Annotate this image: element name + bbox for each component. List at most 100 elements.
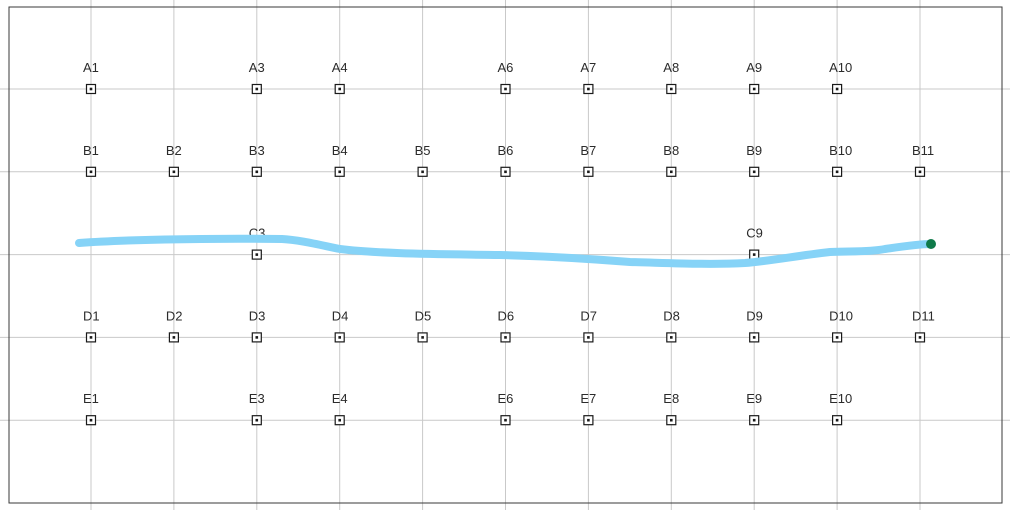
grid-point-e7[interactable]: E7	[580, 391, 596, 426]
grid-point-center-icon	[89, 170, 93, 174]
grid-point-center-icon	[89, 336, 93, 339]
grid-point-a7[interactable]: A7	[580, 60, 596, 95]
grid-point-b3[interactable]: B3	[249, 143, 265, 177]
grid-point-center-icon	[918, 336, 922, 339]
grid-point-d11[interactable]: D11	[912, 308, 935, 343]
grid-point-d3[interactable]: D3	[249, 308, 266, 343]
grid-point-label: D2	[166, 308, 183, 323]
diagram-frame	[8, 6, 1003, 504]
grid-point-e10[interactable]: E10	[829, 391, 852, 426]
grid-point-center-icon	[670, 418, 673, 422]
grid-point-center-icon	[338, 418, 341, 422]
grid-point-b11[interactable]: B11	[912, 143, 934, 177]
grid-point-a10[interactable]: A10	[829, 60, 852, 95]
grid-point-center-icon	[255, 253, 259, 256]
stroke-end-handle[interactable]	[926, 239, 936, 249]
grid-point-center-icon	[504, 170, 507, 174]
grid-point-label: E8	[663, 391, 679, 406]
grid-points: A1 A3 A4 A6 A7 A8 A9 A10 B1 B2 B3 B4 B5 B6 B7 B8 B9 B10 B1…	[83, 60, 935, 426]
grid-point-e3[interactable]: E3	[249, 391, 265, 426]
grid-point-center-icon	[752, 87, 756, 91]
grid-point-label: B3	[249, 143, 265, 158]
grid-point-label: D7	[580, 308, 597, 323]
grid-point-center-icon	[752, 418, 756, 422]
grid-point-b6[interactable]: B6	[498, 143, 514, 177]
grid-point-e4[interactable]: E4	[332, 391, 348, 426]
grid-point-b2[interactable]: B2	[166, 143, 182, 177]
grid-point-center-icon	[835, 170, 839, 174]
grid-point-b7[interactable]: B7	[580, 143, 596, 177]
grid-point-label: B4	[332, 143, 348, 158]
grid-point-label: A3	[249, 60, 265, 75]
grid-point-e9[interactable]: E9	[746, 391, 762, 426]
grid-point-d1[interactable]: D1	[83, 308, 100, 343]
grid-point-label: B11	[912, 143, 934, 158]
grid-point-label: D5	[415, 308, 432, 323]
grid-point-center-icon	[89, 418, 93, 422]
grid-point-a8[interactable]: A8	[663, 60, 679, 95]
grid-point-e8[interactable]: E8	[663, 391, 679, 426]
grid-point-label: D10	[829, 308, 853, 323]
grid-point-d5[interactable]: D5	[415, 308, 432, 343]
grid-point-d6[interactable]: D6	[498, 308, 515, 343]
grid-point-d9[interactable]: D9	[746, 308, 763, 343]
grid-point-a3[interactable]: A3	[249, 60, 265, 95]
grid-point-label: B1	[83, 143, 99, 158]
grid-point-a1[interactable]: A1	[83, 60, 99, 95]
grid-point-e1[interactable]: E1	[83, 391, 99, 426]
grid-point-a6[interactable]: A6	[498, 60, 514, 95]
grid-point-label: B5	[415, 143, 431, 158]
grid-point-center-icon	[338, 336, 341, 339]
grid-point-center-icon	[587, 170, 590, 174]
grid-point-center-icon	[255, 336, 259, 339]
grid-point-b4[interactable]: B4	[332, 143, 348, 177]
grid-point-a4[interactable]: A4	[332, 60, 348, 95]
grid-point-center-icon	[752, 253, 756, 256]
grid-point-b5[interactable]: B5	[415, 143, 431, 177]
grid-point-label: C9	[746, 226, 763, 241]
grid-point-center-icon	[670, 170, 673, 174]
grid-point-label: B6	[498, 143, 514, 158]
grid-point-a9[interactable]: A9	[746, 60, 762, 95]
grid-point-label: D6	[498, 308, 515, 323]
grid-point-center-icon	[835, 418, 839, 422]
grid-point-center-icon	[587, 418, 590, 422]
grid-point-center-icon	[752, 170, 756, 174]
grid-point-label: E1	[83, 391, 99, 406]
grid-point-center-icon	[587, 87, 590, 91]
grid-point-center-icon	[504, 87, 507, 91]
grid-point-d2[interactable]: D2	[166, 308, 183, 343]
grid-point-center-icon	[670, 87, 673, 91]
grid-point-center-icon	[338, 87, 341, 91]
grid-point-label: E6	[498, 391, 514, 406]
grid-point-label: A8	[663, 60, 679, 75]
grid-point-label: E7	[580, 391, 596, 406]
grid-point-center-icon	[255, 418, 259, 422]
grid-point-center-icon	[835, 336, 839, 339]
grid-point-label: D9	[746, 308, 763, 323]
grid-point-b1[interactable]: B1	[83, 143, 99, 177]
grid-point-center-icon	[918, 170, 922, 174]
grid-point-center-icon	[504, 418, 507, 422]
grid-point-d10[interactable]: D10	[829, 308, 853, 343]
grid-point-center-icon	[421, 170, 424, 174]
drawn-stroke[interactable]	[75, 234, 935, 268]
grid-point-label: A9	[746, 60, 762, 75]
grid-point-label: B9	[746, 143, 762, 158]
grid-point-center-icon	[338, 170, 341, 174]
grid-point-b9[interactable]: B9	[746, 143, 762, 177]
grid-point-d8[interactable]: D8	[663, 308, 680, 343]
grid-point-b10[interactable]: B10	[829, 143, 852, 177]
grid-point-label: A1	[83, 60, 99, 75]
grid-point-center-icon	[172, 336, 176, 339]
grid-point-d4[interactable]: D4	[332, 308, 349, 343]
grid-point-c9[interactable]: C9	[746, 226, 763, 260]
grid-point-b8[interactable]: B8	[663, 143, 679, 177]
grid-point-center-icon	[835, 87, 839, 91]
grid-point-label: D1	[83, 308, 100, 323]
grid-point-center-icon	[421, 336, 424, 339]
grid-point-label: A10	[829, 60, 852, 75]
grid-point-e6[interactable]: E6	[498, 391, 514, 426]
grid-point-d7[interactable]: D7	[580, 308, 597, 343]
